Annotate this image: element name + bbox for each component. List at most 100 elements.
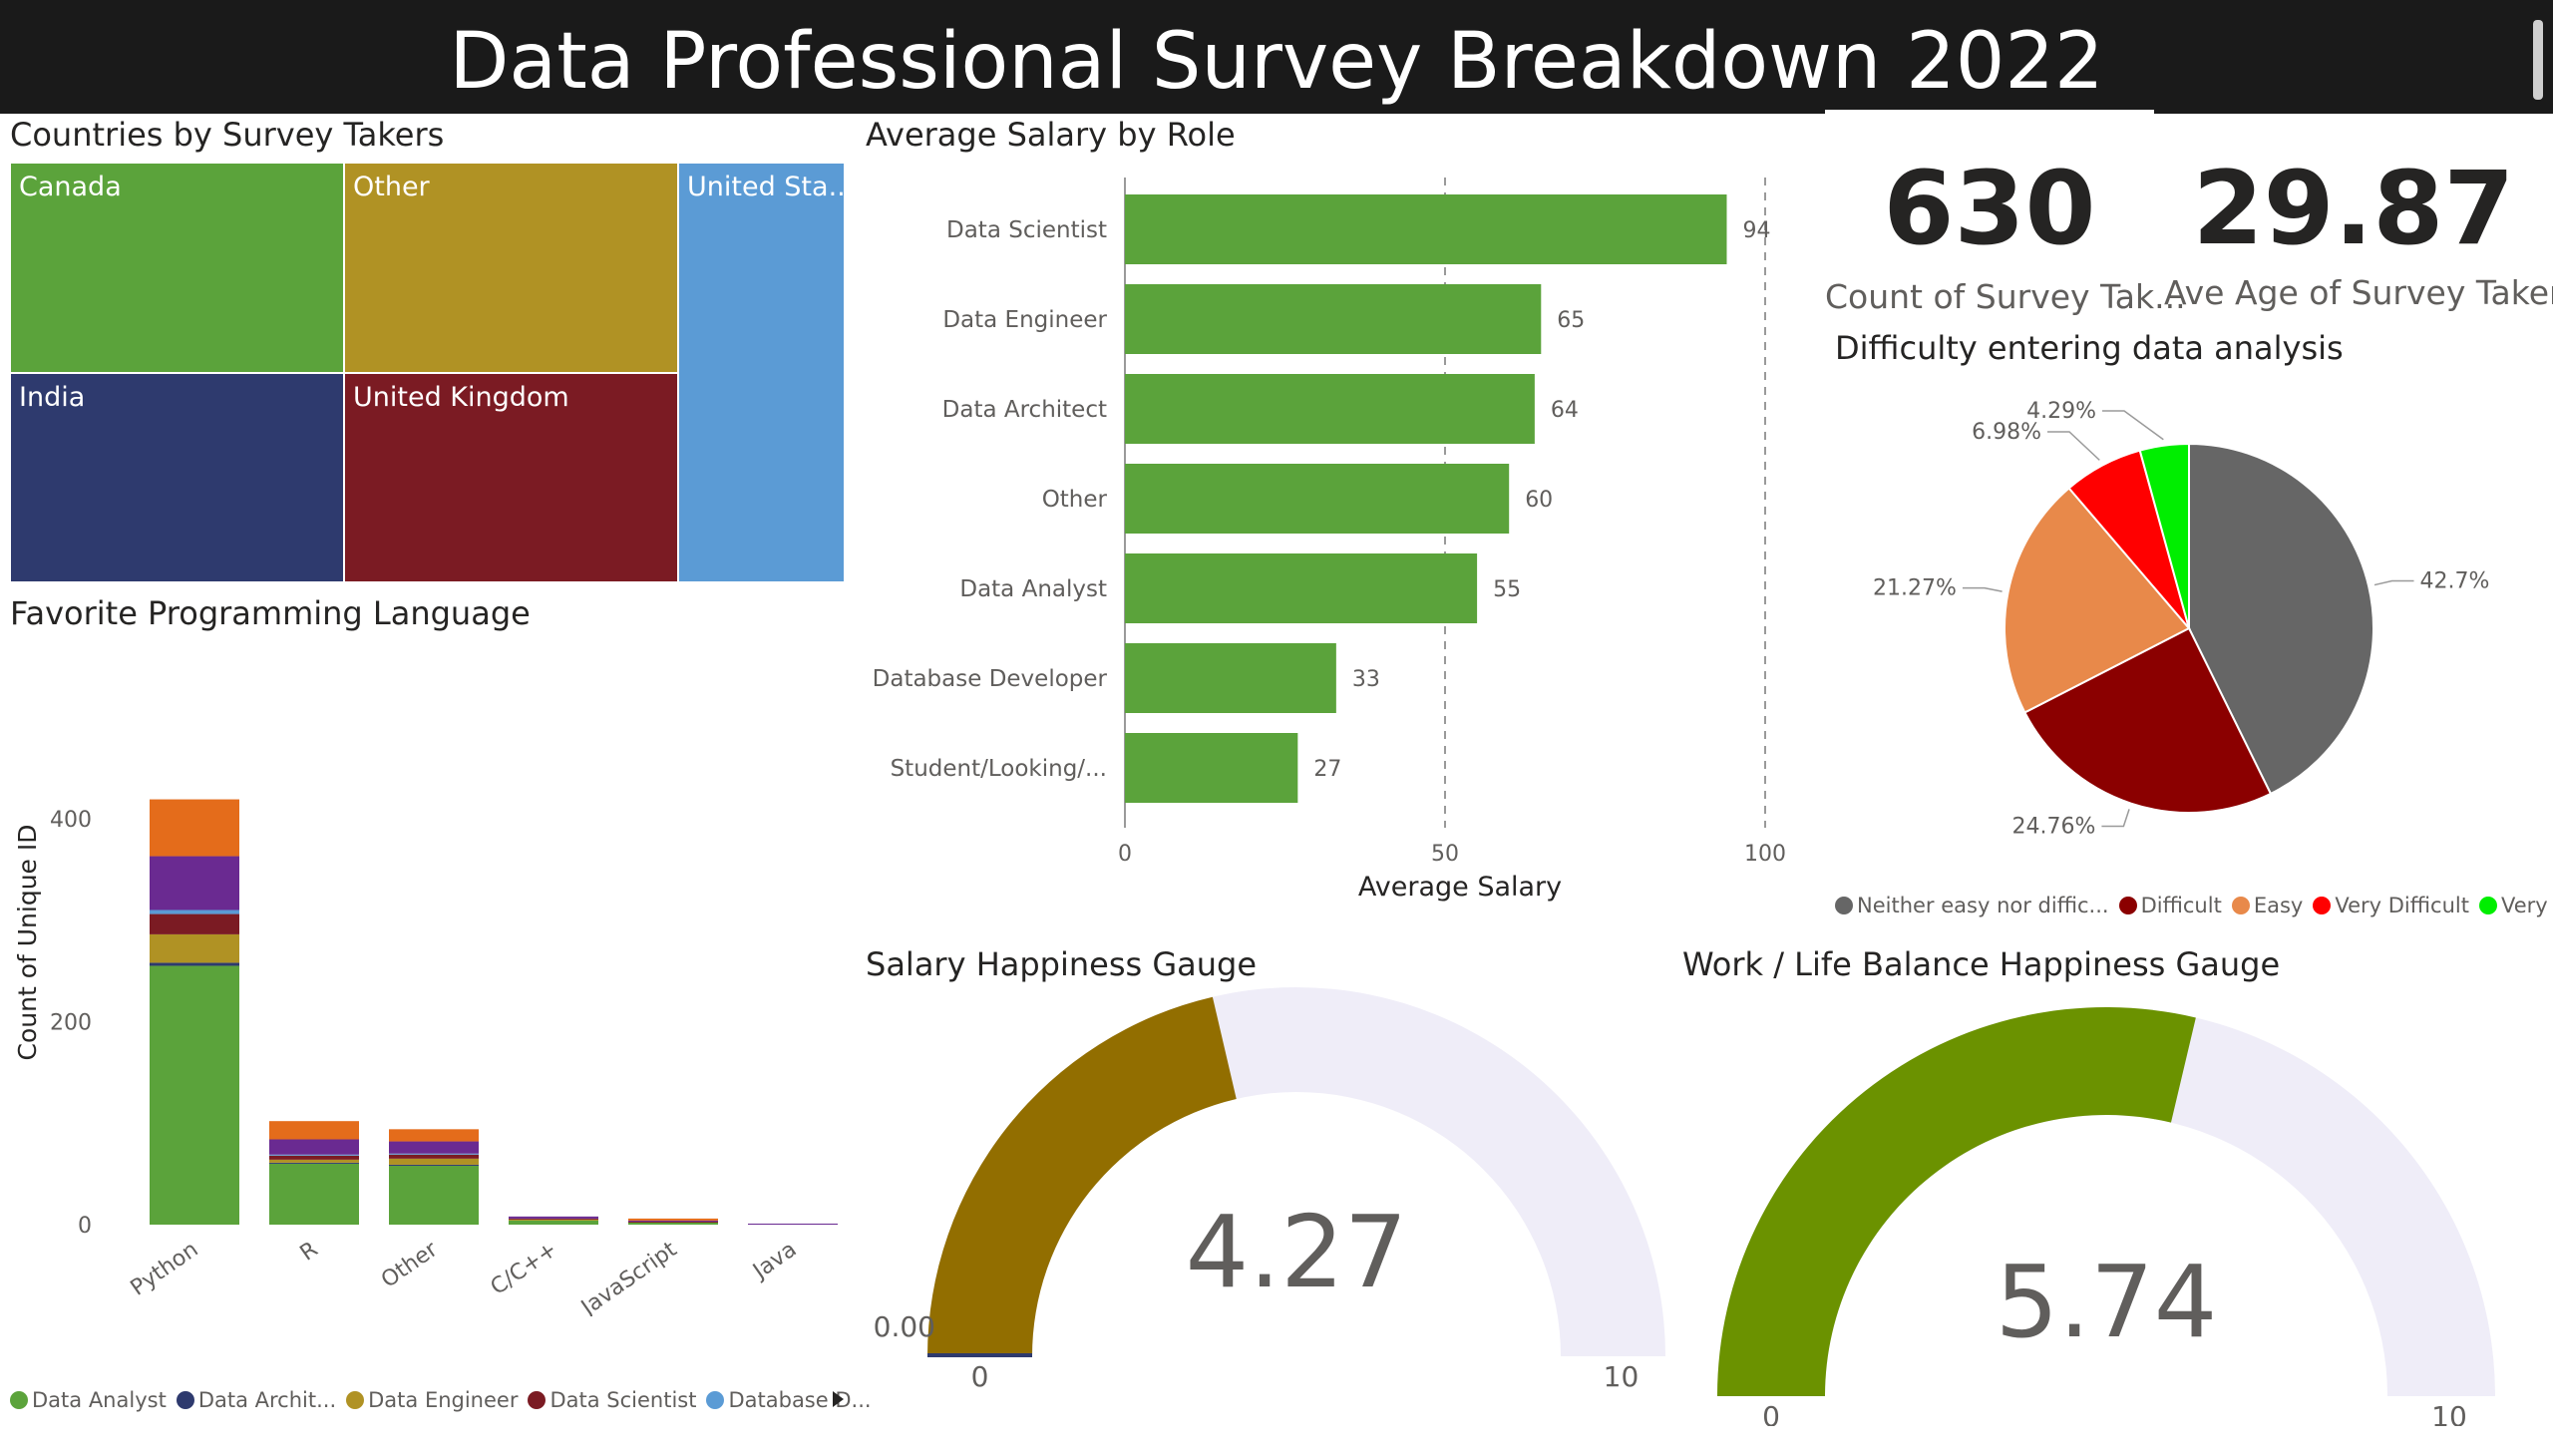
stacked-segment[interactable] [150,910,239,914]
stacked-segment[interactable] [509,1220,598,1225]
salary-bar[interactable] [1125,284,1542,354]
wlb-gauge-title: Work / Life Balance Happiness Gauge [1682,945,2281,983]
stacked-segment[interactable] [269,1163,359,1225]
stacked-segment[interactable] [389,1141,479,1154]
stacked-segment[interactable] [389,1164,479,1166]
legend-item-very-difficult[interactable]: Very Difficult [2313,894,2469,917]
salary-bar[interactable] [1125,733,1298,803]
gauge-value: 5.74 [1996,1244,2218,1360]
treemap-tile-other[interactable]: Other [344,163,678,373]
pie-slice[interactable] [2138,442,2190,629]
count-kpi-label: Count of Survey Tak... [1825,277,2186,316]
treemap-tile-canada[interactable]: Canada [10,163,344,373]
legend-dot [1835,897,1853,914]
stacked-segment[interactable] [389,1129,479,1142]
gauge-min-label: 0 [1762,1400,1780,1426]
legend-item-easy[interactable]: Easy [2231,894,2304,917]
pie-data-label: 24.76% [2012,814,2096,839]
pie-leader-line [1962,586,2003,592]
stacked-segment[interactable] [509,1219,598,1221]
legend-next-arrow-icon[interactable] [830,1388,846,1410]
legend-item-database-developer[interactable]: Database D... [706,1388,872,1412]
x-category-label: JavaScript [575,1237,682,1316]
x-tick-label: 50 [1431,842,1459,867]
pie-data-label: 6.98% [1972,420,2041,445]
legend-label: Very Difficult [2335,894,2469,917]
legend-item-data-engineer[interactable]: Data Engineer [346,1388,518,1412]
bar-data-label: 94 [1742,218,1770,243]
salary-bar[interactable] [1125,464,1510,534]
stacked-segment[interactable] [269,1121,359,1140]
countries-title: Countries by Survey Takers [10,116,445,154]
legend-item-data-architect[interactable]: Data Archit... [176,1388,336,1412]
pie-slice[interactable] [2188,442,2374,796]
stacked-segment[interactable] [389,1165,479,1225]
legend-label: Data Analyst [32,1388,167,1412]
stacked-segment[interactable] [150,933,239,963]
header-scrollbar[interactable] [2533,20,2543,100]
pie-slice[interactable] [2004,487,2191,714]
legend-item-very-easy[interactable]: Very Easy [2478,894,2553,917]
pie-slice[interactable] [2023,626,2273,814]
legend-dot [528,1391,547,1409]
languages-legend: Data Analyst Data Archit... Data Enginee… [10,1388,882,1412]
stacked-segment[interactable] [509,1218,598,1220]
legend-label: Easy [2253,894,2304,917]
dashboard-title: Data Professional Survey Breakdown 2022 [449,17,2104,107]
legend-dot [176,1391,194,1409]
stacked-segment[interactable] [150,962,239,966]
treemap-tile-united-kingdom[interactable]: United Kingdom [344,373,678,582]
stacked-segment[interactable] [150,856,239,910]
stacked-segment[interactable] [628,1218,718,1221]
stacked-segment[interactable] [269,1162,359,1164]
salary-bar[interactable] [1125,643,1336,713]
stacked-segment[interactable] [269,1155,359,1160]
legend-item-data-scientist[interactable]: Data Scientist [528,1388,696,1412]
legend-dot [2313,897,2332,914]
y-category-label: Other [1042,487,1108,513]
x-category-label: C/C++ [487,1237,562,1300]
treemap-tile-india[interactable]: India [10,373,344,582]
y-category-label: Data Engineer [942,307,1107,333]
stacked-segment[interactable] [150,913,239,934]
legend-dot [2478,897,2497,914]
pie-leader-line [2102,410,2164,441]
difficulty-pie-chart: 42.7% 24.76% 21.27% 6.98%4.29% [1873,399,2490,839]
gauge-max-label: 10 [1604,1360,1640,1393]
legend-item-neither[interactable]: Neither easy nor diffic... [1835,894,2109,917]
y-tick-label: 400 [50,808,92,833]
treemap-label: United Sta... [687,172,855,202]
pie-leader-line [2373,579,2414,586]
stacked-segment[interactable] [389,1153,479,1155]
treemap-label: United Kingdom [353,382,569,413]
header-divider [1825,110,2154,116]
stacked-segment[interactable] [628,1221,718,1223]
legend-label: Difficult [2140,894,2222,917]
stacked-segment[interactable] [628,1222,718,1225]
stacked-segment[interactable] [748,1223,838,1225]
stacked-segment[interactable] [269,1139,359,1155]
stacked-segment[interactable] [150,799,239,857]
treemap-tile-united-states[interactable]: United Sta... [678,163,854,582]
salary-bar[interactable] [1125,194,1727,264]
stacked-segment[interactable] [628,1220,718,1222]
gauge-value: 4.27 [1186,1194,1408,1310]
stacked-segment[interactable] [389,1158,479,1165]
stacked-segment[interactable] [389,1154,479,1159]
legend-item-difficult[interactable]: Difficult [2118,894,2222,917]
stacked-segment[interactable] [269,1159,359,1163]
bar-data-label: 55 [1493,577,1521,602]
salary-bar[interactable] [1125,553,1478,623]
stacked-segment[interactable] [150,965,239,1225]
salary-bar[interactable] [1125,374,1535,444]
bar-data-label: 65 [1557,308,1585,333]
pie-data-label: 42.7% [2420,568,2490,593]
y-axis-title: Count of Unique ID [13,825,42,1061]
bar-data-label: 60 [1525,488,1553,513]
legend-label: Very Easy [2500,894,2553,917]
stacked-segment[interactable] [269,1154,359,1156]
salary-by-role-chart: 0 50 100 Data Scientist 94 Data Engineer 65 Dat… [873,178,1786,903]
treemap-label: India [19,382,86,413]
stacked-segment[interactable] [509,1216,598,1219]
legend-item-data-analyst[interactable]: Data Analyst [10,1388,167,1412]
